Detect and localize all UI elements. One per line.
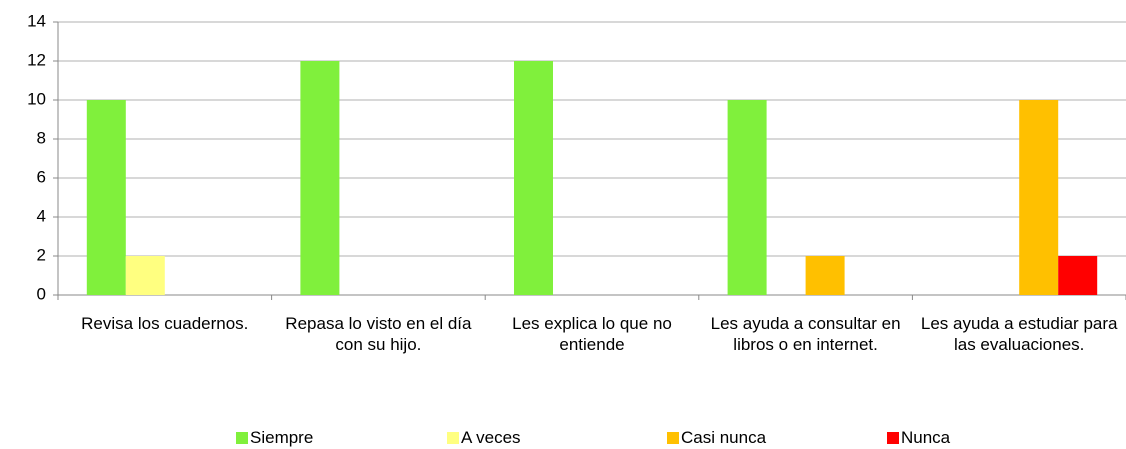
legend-item: Casi nunca xyxy=(667,428,766,448)
legend-swatch xyxy=(887,432,899,444)
y-tick-label: 4 xyxy=(37,206,46,225)
bar xyxy=(1058,256,1098,295)
bar xyxy=(1019,100,1059,295)
x-tick-label: Les explica lo que no entiende xyxy=(512,314,672,354)
legend-swatch xyxy=(236,432,248,444)
y-tick-label: 14 xyxy=(27,11,46,30)
y-tick-label: 12 xyxy=(27,50,46,69)
y-tick-label: 0 xyxy=(37,284,46,303)
legend-label: Siempre xyxy=(250,428,314,447)
x-tick-label: Revisa los cuadernos. xyxy=(81,314,249,333)
legend-item: Nunca xyxy=(887,428,950,448)
bar xyxy=(514,61,553,295)
bar xyxy=(125,256,165,295)
legend-swatch xyxy=(447,432,459,444)
x-tick-label: Les ayuda a estudiar para las evaluacion… xyxy=(920,314,1118,354)
x-tick-label: Repasa lo visto en el día con su hijo. xyxy=(285,314,472,354)
legend-label: A veces xyxy=(461,428,521,447)
x-tick-label: Les ayuda a consultar en libros o en int… xyxy=(710,314,901,354)
y-tick-label: 2 xyxy=(37,245,46,264)
bar xyxy=(86,100,126,295)
legend-item: Siempre xyxy=(236,428,313,448)
y-tick-label: 6 xyxy=(37,167,46,186)
y-tick-label: 8 xyxy=(37,128,46,147)
legend-label: Casi nunca xyxy=(681,428,767,447)
legend-label: Nunca xyxy=(901,428,951,447)
y-tick-label: 10 xyxy=(27,89,46,108)
bar xyxy=(805,256,845,295)
bar xyxy=(300,61,340,295)
legend-swatch xyxy=(667,432,679,444)
legend-item: A veces xyxy=(447,428,521,448)
bar xyxy=(727,100,767,295)
